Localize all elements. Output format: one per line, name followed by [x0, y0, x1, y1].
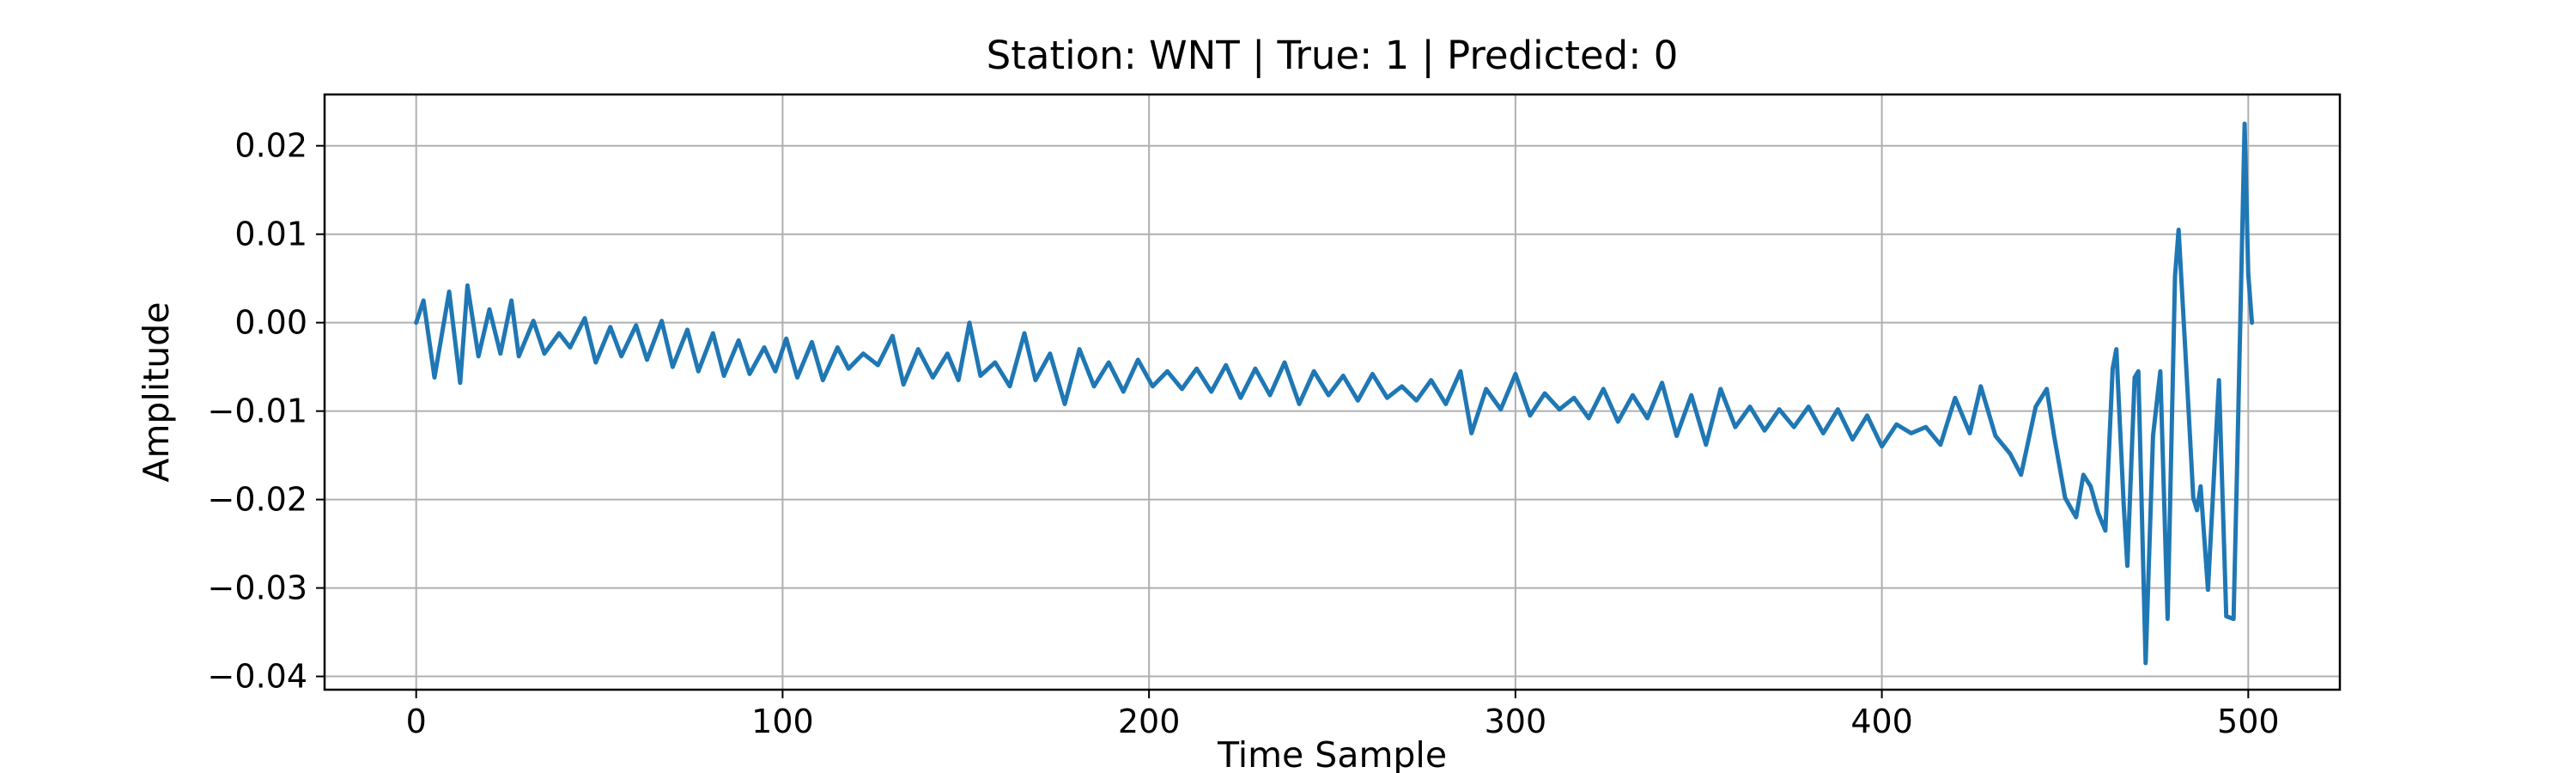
series-line — [414, 121, 2255, 666]
x-tick-label: 0 — [406, 703, 427, 740]
x-tick-label: 400 — [1850, 703, 1913, 740]
y-tick-label: 0.01 — [234, 216, 307, 253]
x-tick-label: 300 — [1485, 703, 1547, 740]
y-tick-label: −0.03 — [208, 569, 307, 607]
x-tick-label: 500 — [2217, 703, 2280, 740]
chart-title: Station: WNT | True: 1 | Predicted: 0 — [987, 33, 1679, 78]
plot-frame — [323, 93, 2342, 691]
series-layer — [414, 121, 2255, 666]
y-tick-label: −0.02 — [208, 481, 307, 519]
y-axis-label: Amplitude — [136, 301, 177, 482]
x-tick-label: 100 — [751, 703, 814, 740]
x-axis-label: Time Sample — [1217, 734, 1447, 773]
y-tick-label: 0.00 — [234, 304, 307, 342]
x-tick-label: 200 — [1118, 703, 1181, 740]
y-tick-label: −0.01 — [208, 393, 307, 430]
axis-ticks: 0 100 200 300 400 500 0.02 0.01 0.00 −0.01 −0.02 −0… — [208, 127, 2280, 740]
y-tick-label: −0.04 — [208, 658, 307, 696]
y-tick-label: 0.02 — [234, 127, 307, 165]
